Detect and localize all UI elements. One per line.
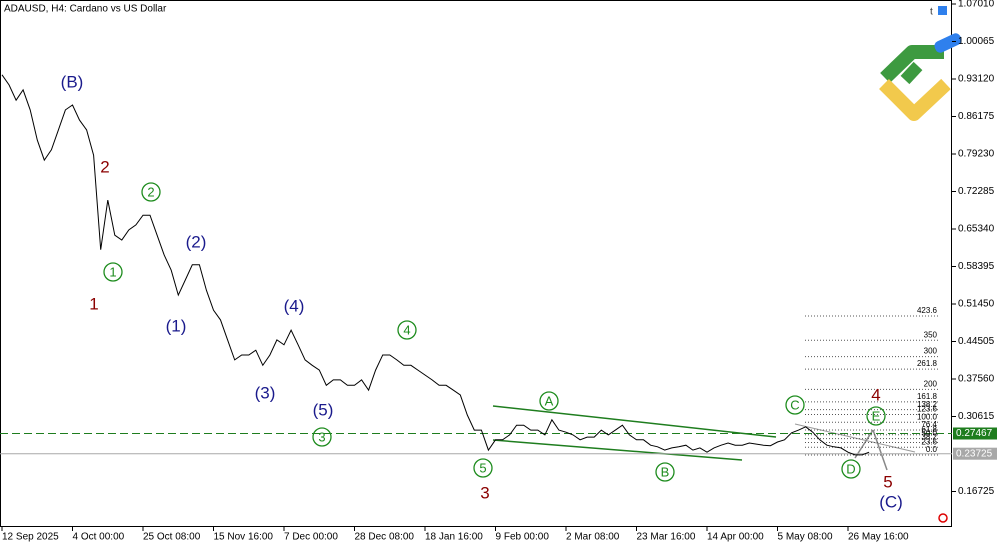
wave-circle <box>539 391 559 411</box>
y-tick-label: 0.37560 <box>958 374 995 385</box>
chart-title: ADAUSD, H4: Cardano vs US Dollar <box>4 4 167 15</box>
channel-lower <box>492 439 743 461</box>
wave-label: (B) <box>61 72 84 91</box>
x-tick-label: 4 Oct 00:00 <box>73 532 125 543</box>
fib-label: 0.0 <box>926 445 938 454</box>
plot-frame <box>0 0 952 527</box>
fib-label: 100.0 <box>917 412 938 421</box>
wave-circle <box>473 458 493 478</box>
fib-label: 23.6 <box>921 437 937 446</box>
x-tick-label: 26 May 16:00 <box>848 532 909 543</box>
y-tick-label: 0.65340 <box>958 224 995 235</box>
wave-label: E <box>872 408 881 423</box>
x-tick-label: 12 Sep 2025 <box>2 532 59 543</box>
x-tick-label: 15 Nov 16:00 <box>214 532 274 543</box>
fib-label: 261.8 <box>917 359 938 368</box>
icon[interactable]: t <box>930 7 933 18</box>
x-tick-label: 2 Mar 08:00 <box>566 532 620 543</box>
icon[interactable] <box>938 6 947 15</box>
wave-label: 1 <box>109 264 116 279</box>
x-tick-label: 25 Oct 08:00 <box>143 532 201 543</box>
wave-label: 4 <box>403 322 410 337</box>
wave-label: B <box>661 464 670 479</box>
fib-label: 123.6 <box>917 405 938 414</box>
wave-label: 3 <box>480 483 489 502</box>
wave-circle <box>841 459 861 479</box>
price-label: 0.27467 <box>956 428 993 439</box>
wave-label: (4) <box>284 296 305 315</box>
fib-label: 161.8 <box>917 392 938 401</box>
y-tick-label: 0.58395 <box>958 261 995 272</box>
wave-label: 3 <box>318 429 325 444</box>
x-tick-label: 9 Feb 00:00 <box>496 532 550 543</box>
wave-circle <box>141 182 161 202</box>
y-tick-label: 0.86175 <box>958 111 995 122</box>
y-tick-label: 0.51450 <box>958 299 995 310</box>
wave-circle <box>655 462 675 482</box>
x-tick-label: 5 May 08:00 <box>778 532 833 543</box>
fib-label: 61.8 <box>921 425 937 434</box>
price-label-box <box>953 427 997 440</box>
fib-label: 300 <box>924 347 938 356</box>
wave-label: 5 <box>883 472 892 491</box>
wave-label: 1 <box>89 294 98 313</box>
x-tick-label: 7 Dec 00:00 <box>284 532 338 543</box>
price-line-series <box>1 74 870 456</box>
x-tick-label: 28 Dec 08:00 <box>355 532 415 543</box>
price-label-box <box>953 447 997 460</box>
wave-label: A <box>545 393 554 408</box>
y-tick-label: 1.00065 <box>958 36 995 47</box>
channel-upper <box>492 405 777 438</box>
wave-circle <box>312 427 332 447</box>
fib-label: 38.2 <box>921 433 937 442</box>
y-tick-label: 0.93120 <box>958 74 995 85</box>
wave-label: (1) <box>166 316 187 335</box>
fib-label: 423.6 <box>917 306 938 315</box>
y-tick-label: 0.44505 <box>958 336 995 347</box>
fib-label: 138.2 <box>917 400 938 409</box>
icon[interactable] <box>938 513 948 523</box>
y-tick-label: 0.16725 <box>958 486 995 497</box>
wave-label: (3) <box>255 383 276 402</box>
wave-label: (C) <box>879 492 903 511</box>
x-tick-label: 14 Apr 00:00 <box>707 532 764 543</box>
wave-label: C <box>790 397 799 412</box>
wave-circle <box>866 406 886 426</box>
y-tick-label: 0.79230 <box>958 149 995 160</box>
wave-circle <box>397 320 417 340</box>
y-tick-label: 1.07010 <box>958 0 995 10</box>
wave-label: D <box>846 461 855 476</box>
wave-label: 4 <box>871 385 880 404</box>
wave-circle <box>103 262 123 282</box>
wave-label: 2 <box>147 184 154 199</box>
logo <box>879 33 962 121</box>
price-label: 0.23725 <box>956 448 993 459</box>
x-tick-label: 23 Mar 16:00 <box>637 532 696 543</box>
projection <box>872 429 888 471</box>
wave-label: 2 <box>100 157 109 176</box>
wave-label: (5) <box>313 400 334 419</box>
fib-label: 350 <box>924 330 938 339</box>
fib-label: 200 <box>924 380 938 389</box>
wave-circle <box>785 395 805 415</box>
fib-label: 50.0 <box>921 429 937 438</box>
y-tick-label: 0.30615 <box>958 411 995 422</box>
y-tick-label: 0.72285 <box>958 186 995 197</box>
x-tick-label: 18 Jan 16:00 <box>425 532 483 543</box>
wave-label: (2) <box>186 232 207 251</box>
wave-label: 5 <box>479 460 486 475</box>
fib-label: 76.4 <box>921 420 937 429</box>
